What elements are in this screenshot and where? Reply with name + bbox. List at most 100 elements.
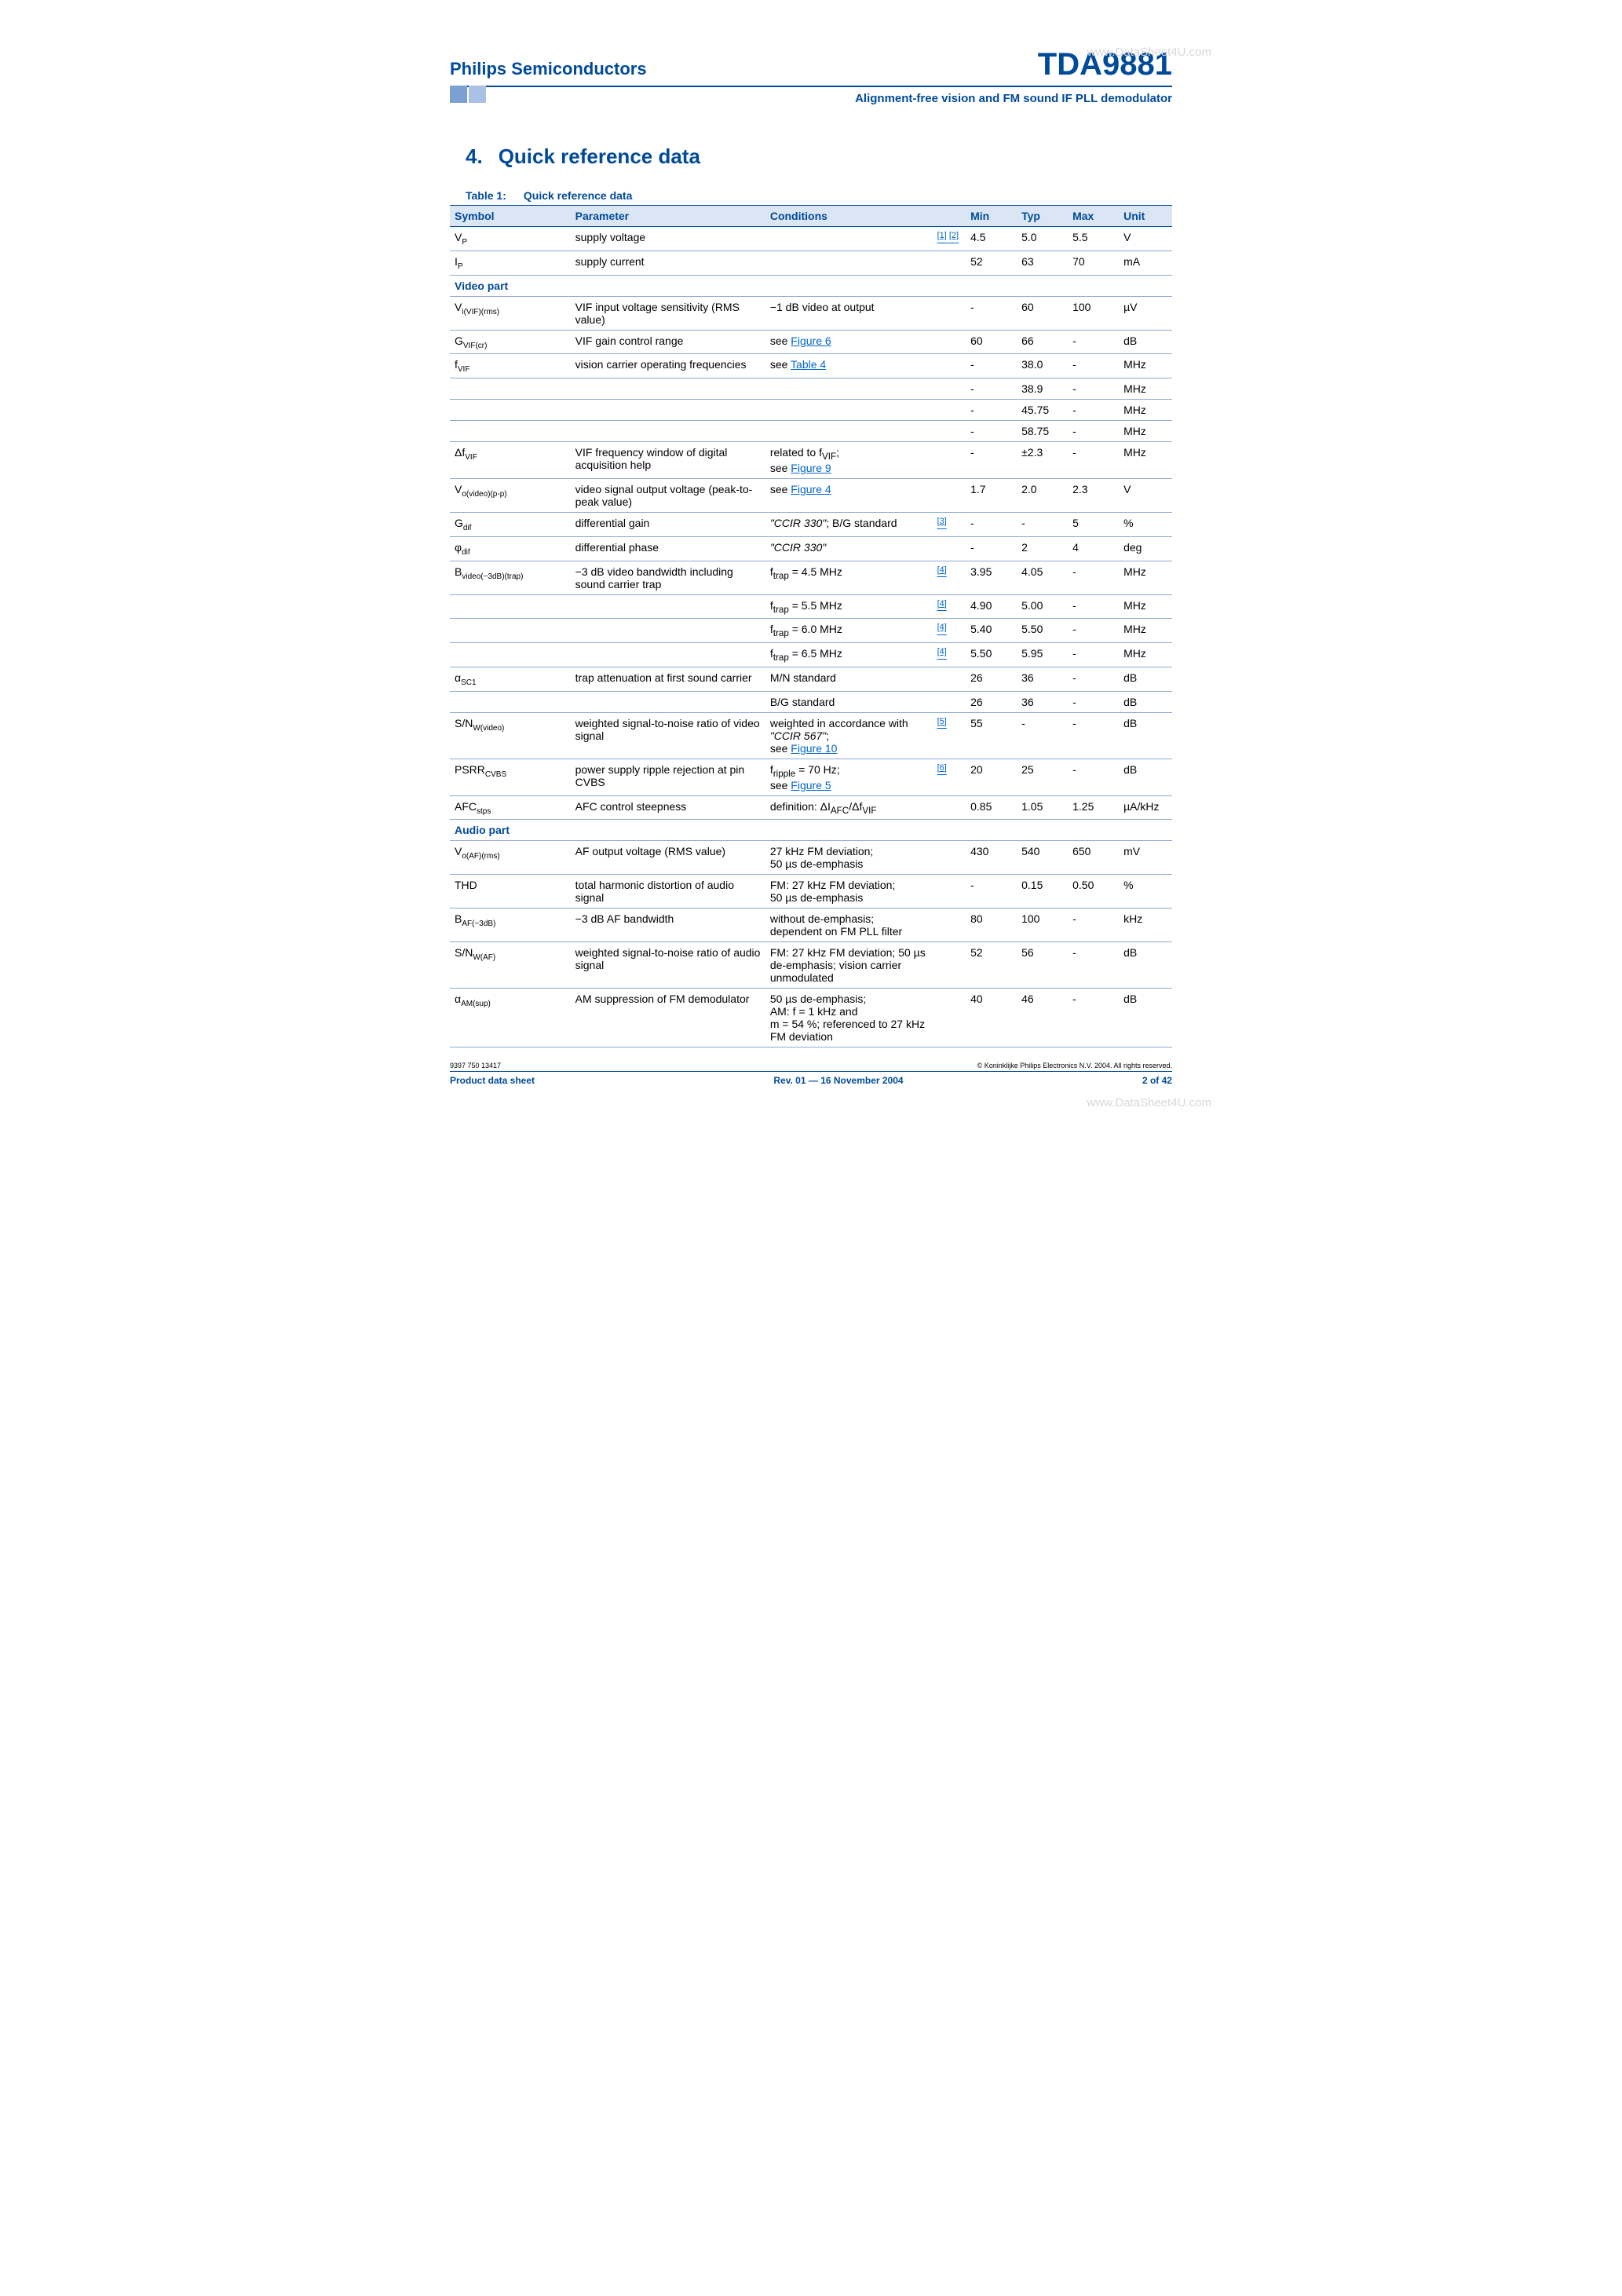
cell-ref: [4] [933,619,966,643]
cell-symbol: fVIF [450,354,571,378]
cell-min: 4.5 [966,227,1017,251]
cell-symbol: BAF(−3dB) [450,909,571,942]
cell-ref: [6] [933,759,966,795]
cell-unit: dB [1119,712,1172,759]
cell-parameter [571,691,765,712]
cell-typ: 36 [1017,691,1068,712]
table-label: Table 1: [466,189,506,202]
table-row: GVIF(cr)VIF gain control rangesee Figure… [450,330,1172,354]
cell-min: - [966,442,1017,479]
header-tab [450,86,467,103]
cell-ref [933,330,966,354]
cell-min: 26 [966,667,1017,691]
table-row: αSC1trap attenuation at first sound carr… [450,667,1172,691]
cell-max: - [1068,712,1119,759]
cell-symbol: Bvideo(−3dB)(trap) [450,561,571,594]
table-row: -38.9-MHz [450,378,1172,400]
cell-typ: 56 [1017,942,1068,989]
cell-symbol [450,378,571,400]
cell-max: - [1068,759,1119,795]
cell-max: - [1068,421,1119,442]
cell-parameter [571,400,765,421]
col-symbol: Symbol [450,206,571,227]
cell-typ: 36 [1017,667,1068,691]
cell-ref [933,421,966,442]
cell-min: 5.40 [966,619,1017,643]
cell-min: 1.7 [966,478,1017,512]
cell-ref: [5] [933,712,966,759]
cell-typ: 66 [1017,330,1068,354]
cell-typ: 60 [1017,296,1068,330]
cell-symbol [450,421,571,442]
cell-conditions: "CCIR 330" [765,536,933,561]
cell-conditions: ftrap = 4.5 MHz [765,561,933,594]
table-row: THDtotal harmonic distortion of audio si… [450,875,1172,909]
table-title: Quick reference data [524,189,633,202]
cell-symbol: AFCstps [450,795,571,820]
cell-parameter: weighted signal-to-noise ratio of audio … [571,942,765,989]
cell-unit: MHz [1119,442,1172,479]
table-row: Video part [450,275,1172,296]
table-row: Audio part [450,820,1172,841]
cell-conditions [765,227,933,251]
cell-symbol: VP [450,227,571,251]
section-label: Video part [450,275,1172,296]
cell-symbol: GVIF(cr) [450,330,571,354]
cell-parameter [571,421,765,442]
cell-conditions: FM: 27 kHz FM deviation; 50 µs de-emphas… [765,942,933,989]
table-row: B/G standard2636-dB [450,691,1172,712]
cell-conditions: see Table 4 [765,354,933,378]
cell-ref [933,691,966,712]
footer-docnum: 9397 750 13417 [450,1062,501,1069]
cell-typ: 0.15 [1017,875,1068,909]
cell-parameter: weighted signal-to-noise ratio of video … [571,712,765,759]
cell-conditions: ftrap = 5.5 MHz [765,594,933,619]
col-conditions: Conditions [765,206,933,227]
cell-typ: 38.0 [1017,354,1068,378]
cell-typ: 5.95 [1017,643,1068,667]
cell-unit: dB [1119,667,1172,691]
cell-parameter: total harmonic distortion of audio signa… [571,875,765,909]
col-unit: Unit [1119,206,1172,227]
cell-conditions: ftrap = 6.5 MHz [765,643,933,667]
cell-ref [933,795,966,820]
footer-doc-type: Product data sheet [450,1075,535,1086]
cell-ref: [4] [933,561,966,594]
cell-max: 2.3 [1068,478,1119,512]
cell-parameter: −3 dB AF bandwidth [571,909,765,942]
cell-unit: dB [1119,759,1172,795]
cell-max: - [1068,330,1119,354]
cell-symbol: Vo(video)(p-p) [450,478,571,512]
cell-conditions: without de-emphasis; dependent on FM PLL… [765,909,933,942]
cell-max: - [1068,400,1119,421]
cell-typ: 45.75 [1017,400,1068,421]
cell-parameter: trap attenuation at first sound carrier [571,667,765,691]
cell-max: 5 [1068,512,1119,536]
cell-ref [933,250,966,275]
cell-unit: dB [1119,330,1172,354]
cell-min: 55 [966,712,1017,759]
cell-conditions: see Figure 6 [765,330,933,354]
cell-unit: kHz [1119,909,1172,942]
cell-symbol: Vi(VIF)(rms) [450,296,571,330]
cell-min: - [966,421,1017,442]
cell-conditions: M/N standard [765,667,933,691]
cell-max: - [1068,942,1119,989]
cell-unit: MHz [1119,594,1172,619]
cell-parameter [571,378,765,400]
cell-ref [933,400,966,421]
col-parameter: Parameter [571,206,765,227]
cell-ref [933,841,966,875]
cell-max: - [1068,989,1119,1047]
cell-unit: µA/kHz [1119,795,1172,820]
table-row: VPsupply voltage[1] [2]4.55.05.5V [450,227,1172,251]
cell-unit: MHz [1119,619,1172,643]
footer-copyright: © Koninklijke Philips Electronics N.V. 2… [977,1062,1172,1069]
cell-conditions: ftrap = 6.0 MHz [765,619,933,643]
cell-min: 40 [966,989,1017,1047]
cell-unit: % [1119,875,1172,909]
cell-max: - [1068,442,1119,479]
cell-parameter [571,594,765,619]
cell-max: 650 [1068,841,1119,875]
cell-typ: 5.00 [1017,594,1068,619]
